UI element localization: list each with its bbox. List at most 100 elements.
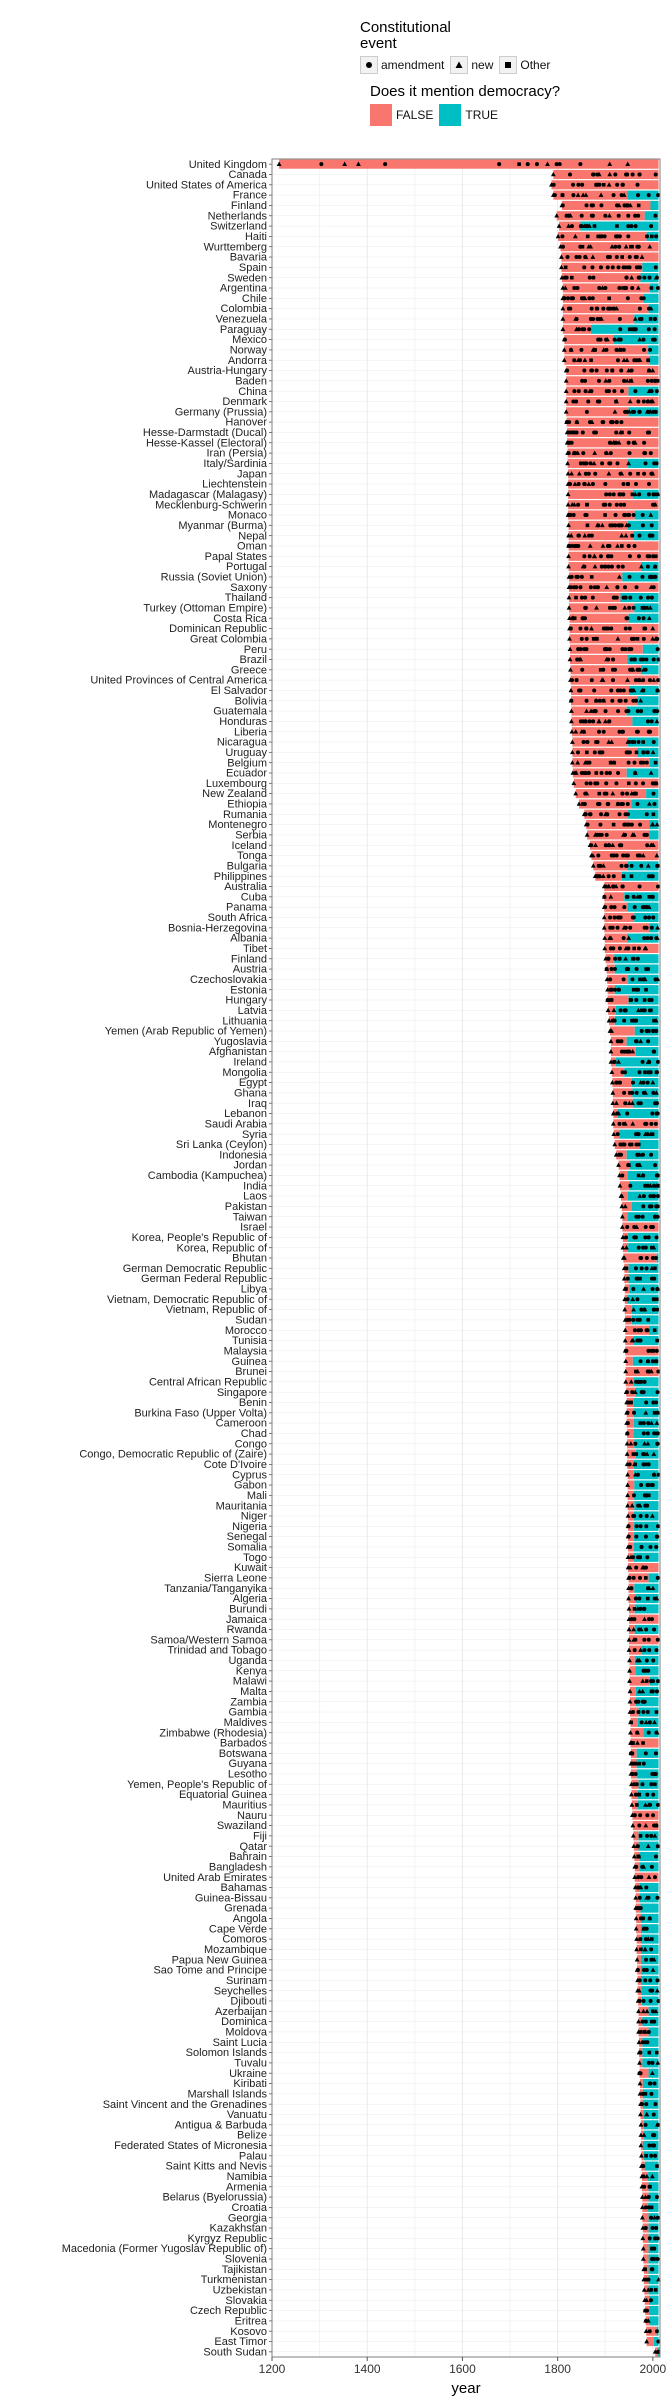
bar-true	[648, 1573, 659, 1583]
marker-amendment	[618, 1008, 623, 1013]
marker-other	[649, 2019, 654, 2024]
marker-amendment	[624, 285, 629, 290]
marker-other	[570, 275, 574, 280]
marker-amendment	[572, 358, 577, 363]
bar-true	[648, 345, 659, 355]
marker-new	[560, 316, 566, 321]
marker-amendment	[614, 255, 619, 260]
y-tick-label: Croatia	[232, 2202, 268, 2214]
marker-new	[586, 244, 592, 249]
marker-new	[569, 718, 574, 724]
marker-amendment	[642, 1648, 647, 1653]
bar-true	[640, 1882, 659, 1893]
marker-amendment	[647, 1648, 652, 1653]
legend-label-false: FALSE	[396, 108, 434, 122]
marker-new	[567, 646, 573, 651]
bar-false	[613, 1119, 659, 1129]
marker-other	[630, 244, 634, 249]
marker-amendment	[613, 523, 618, 528]
bar-true	[631, 1315, 659, 1325]
marker-amendment	[654, 2226, 659, 2231]
marker-amendment	[642, 1070, 647, 1075]
marker-new	[599, 677, 605, 682]
marker-amendment	[644, 1885, 649, 1890]
y-tick-label: Cameroon	[216, 1418, 267, 1430]
marker-new	[571, 502, 577, 507]
bar-false	[629, 1655, 635, 1666]
marker-other	[646, 1493, 651, 1498]
marker-amendment	[604, 832, 609, 837]
marker-amendment	[607, 461, 612, 466]
marker-amendment	[636, 1875, 641, 1880]
bar-false	[567, 427, 659, 438]
marker-new	[593, 842, 598, 848]
marker-new	[630, 1121, 636, 1126]
marker-amendment	[618, 327, 623, 332]
marker-amendment	[579, 213, 584, 218]
marker-amendment	[598, 822, 603, 827]
marker-amendment	[650, 1988, 655, 1993]
marker-amendment	[554, 162, 559, 167]
marker-amendment	[647, 1059, 652, 1064]
marker-other	[598, 668, 603, 672]
bar-false	[562, 293, 644, 303]
marker-new	[561, 357, 567, 363]
marker-amendment	[587, 296, 592, 301]
y-tick-label: Macedonia (Former Yugoslav Republic of)	[62, 2243, 267, 2255]
marker-amendment	[614, 203, 619, 208]
y-tick-label: Botswana	[219, 1748, 268, 1760]
marker-amendment	[650, 2133, 655, 2138]
bar-false	[639, 2068, 649, 2078]
y-tick-label: Great Colombia	[190, 633, 268, 645]
marker-other	[623, 647, 628, 651]
legend-label-true: TRUE	[465, 108, 499, 122]
bar-false	[568, 489, 633, 499]
legend-item-true: TRUE	[439, 104, 498, 126]
marker-amendment	[596, 523, 601, 528]
marker-other	[625, 822, 630, 827]
y-tick-label: Papua New Guinea	[172, 1954, 268, 1966]
y-tick-label: Malaysia	[224, 1345, 268, 1357]
marker-amendment	[609, 967, 614, 972]
marker-amendment	[632, 1225, 637, 1230]
marker-amendment	[632, 440, 637, 445]
marker-new	[570, 429, 575, 435]
marker-new	[633, 1895, 639, 1900]
marker-other	[653, 1266, 657, 1271]
marker-amendment	[638, 1606, 643, 1611]
marker-amendment	[653, 1163, 658, 1168]
marker-new	[607, 171, 613, 177]
marker-amendment	[609, 905, 614, 910]
marker-amendment	[642, 347, 647, 352]
marker-amendment	[627, 265, 632, 270]
marker-amendment	[608, 440, 613, 445]
marker-new	[634, 1936, 640, 1941]
marker-amendment	[601, 502, 606, 507]
marker-new	[627, 1657, 632, 1663]
y-tick-label: Cyprus	[232, 1469, 267, 1481]
marker-amendment	[647, 1617, 652, 1622]
marker-new	[629, 1337, 635, 1343]
y-tick-label: Austria-Hungary	[188, 365, 268, 377]
marker-new	[636, 2019, 641, 2024]
marker-amendment	[650, 1359, 655, 1364]
marker-other	[641, 1741, 645, 1745]
marker-amendment	[584, 513, 589, 518]
marker-new	[637, 1193, 643, 1198]
marker-other	[589, 358, 593, 363]
marker-amendment	[635, 709, 640, 714]
marker-amendment	[650, 2226, 655, 2231]
marker-amendment	[588, 461, 593, 466]
marker-new	[637, 336, 643, 342]
marker-new	[654, 821, 660, 827]
marker-new	[644, 2008, 650, 2014]
marker-amendment	[654, 2329, 659, 2334]
y-tick-label: Qatar	[239, 1841, 267, 1853]
marker-new	[625, 1503, 631, 1508]
bar-true	[640, 1965, 659, 1975]
marker-amendment	[615, 461, 620, 466]
marker-amendment	[649, 2287, 654, 2292]
marker-amendment	[652, 2081, 657, 2086]
marker-new	[654, 1183, 660, 1188]
bar-true	[634, 1439, 659, 1449]
